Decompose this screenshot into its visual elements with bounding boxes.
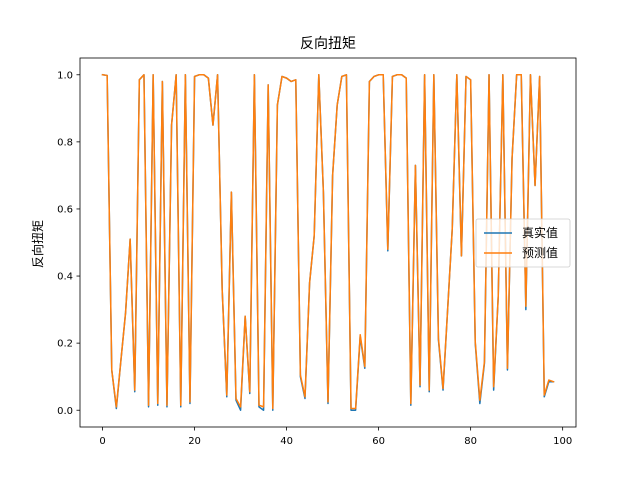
y-tick-label: 0.4	[57, 272, 73, 283]
y-tick-label: 0.2	[57, 339, 73, 350]
legend-box	[475, 218, 571, 268]
legend-label-2: 预测值	[522, 245, 558, 260]
x-tick-label: 0	[99, 436, 105, 447]
series-layer	[101, 73, 555, 411]
legend-label-1: 真实值	[522, 225, 558, 240]
x-tick-label: 40	[280, 436, 293, 447]
x-tick-label: 20	[188, 436, 201, 447]
y-axis-label: 反向扭矩	[30, 220, 45, 268]
series-line-2	[101, 73, 555, 410]
axes-layer: 0 20 40 60 80 100 0.0 0.2 0.4 0.6 0.8 1.0	[57, 57, 577, 447]
y-tick-label: 0.8	[57, 137, 73, 148]
x-tick-label: 60	[372, 436, 385, 447]
axes-frame	[79, 57, 577, 428]
x-tick-label: 100	[553, 436, 572, 447]
x-tick-label: 80	[464, 436, 477, 447]
y-tick-label: 0.0	[57, 406, 73, 417]
chart-title: 反向扭矩	[300, 36, 356, 52]
y-tick-label: 1.0	[57, 70, 73, 81]
y-tick-label: 0.6	[57, 205, 73, 216]
